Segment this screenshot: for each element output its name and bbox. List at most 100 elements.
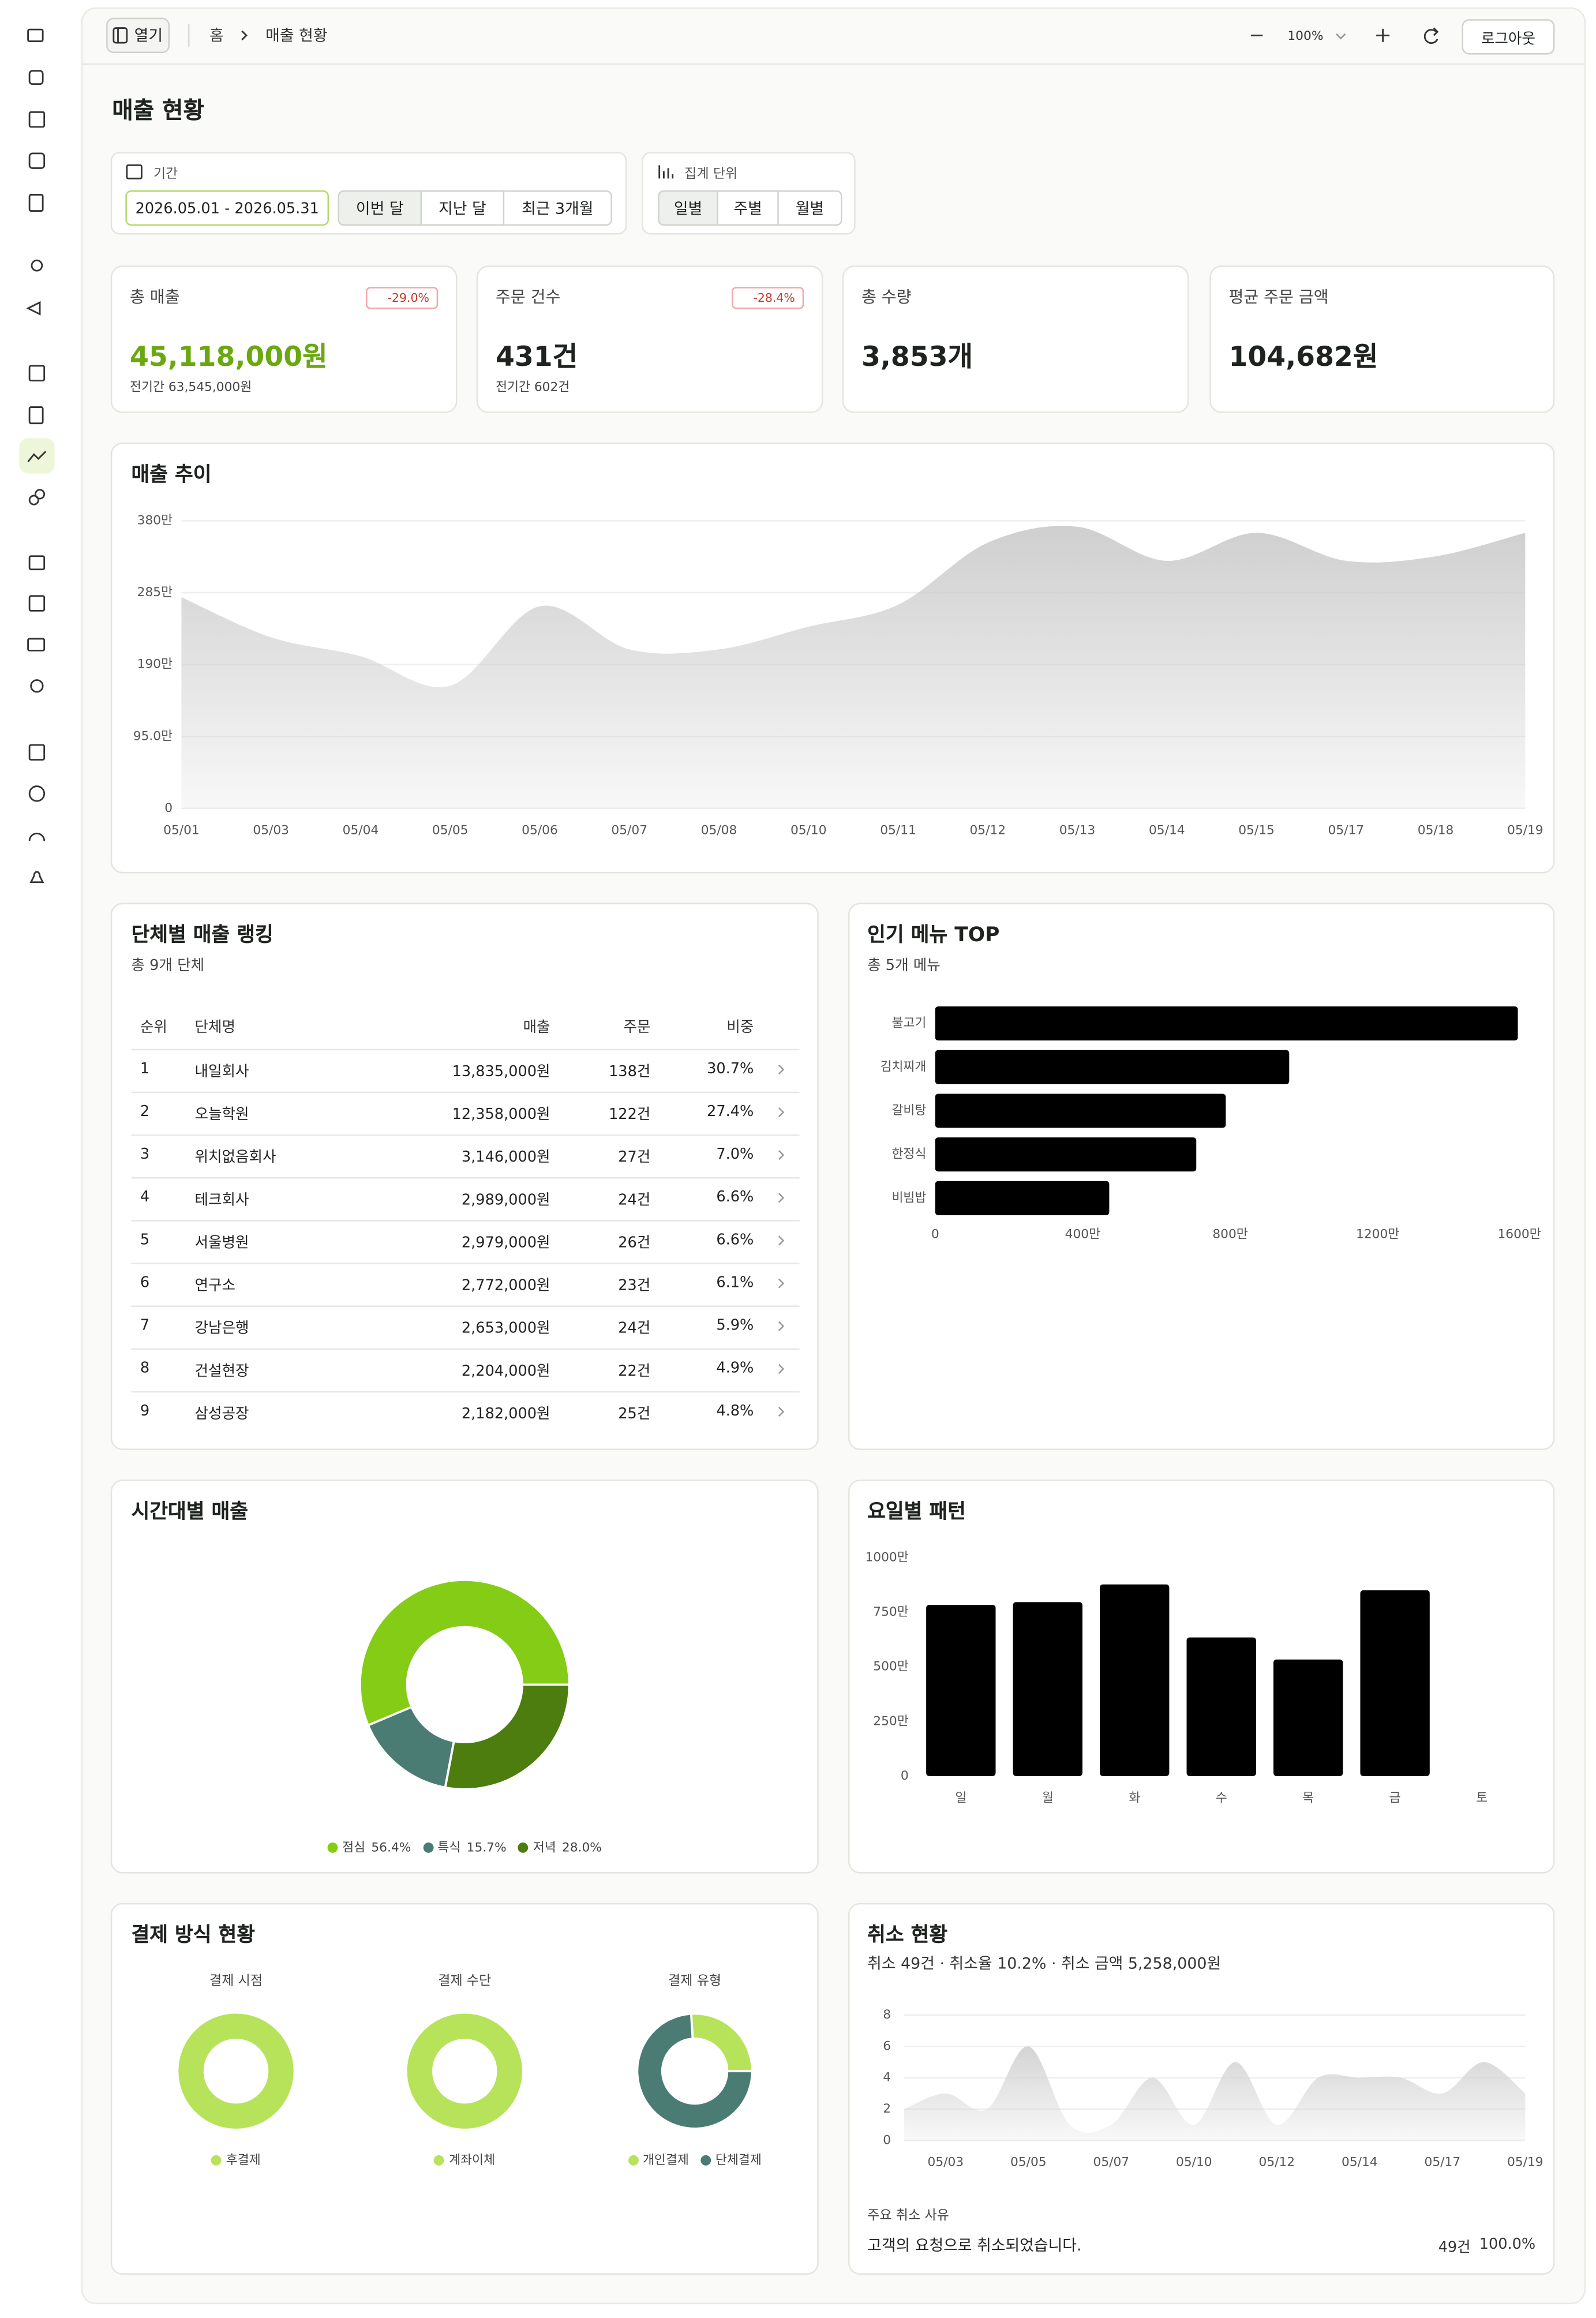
table-cell: 25건 <box>618 1406 651 1423</box>
x-tick-label: 05/10 <box>1176 2155 1212 2170</box>
legend: 점심 56.4% 특식 15.7% 저녁 28.0% <box>287 1838 642 1856</box>
table-cell: 1 <box>140 1061 150 1078</box>
table-cell[interactable]: 삼성공장 <box>194 1406 249 1423</box>
x-tick-label: 05/15 <box>1238 823 1275 837</box>
table-cell[interactable]: 내일회사 <box>194 1064 249 1081</box>
y-tick-label: 380만 <box>137 513 173 527</box>
bar <box>1273 1659 1343 1776</box>
card-subtitle: 취소 49건 · 취소율 10.2% · 취소 금액 5,258,000원 <box>867 1955 1222 1974</box>
toggle-button[interactable]: 주별 <box>718 190 779 226</box>
card-title: 취소 현황 <box>867 1923 948 1948</box>
logout-label[interactable]: 로그아웃 <box>1481 31 1535 47</box>
table-cell[interactable]: 테크회사 <box>194 1192 249 1209</box>
table-header: 비중 <box>726 1020 754 1036</box>
row-divider <box>131 1048 800 1051</box>
table-cell: 2,989,000원 <box>461 1192 550 1209</box>
y-tick-label: 0 <box>164 801 173 815</box>
sidebar-active[interactable] <box>19 438 55 474</box>
topbar-icons <box>113 23 1439 179</box>
legend-label: 단체결제 <box>715 2154 762 2169</box>
x-tick-label: 1200만 <box>1356 1227 1399 1242</box>
legend: 후결제 <box>59 2151 413 2169</box>
table-cell[interactable]: 연구소 <box>194 1278 236 1295</box>
bar <box>1013 1602 1082 1776</box>
kpi-previous: 전기간 63,545,000원 <box>129 380 252 396</box>
bar <box>935 1050 1290 1084</box>
x-tick-label: 금 <box>1389 1791 1401 1805</box>
row-chevron <box>778 1321 785 1331</box>
legend-swatch <box>327 1842 338 1853</box>
y-tick-label: 2 <box>883 2102 891 2116</box>
legend-swatch <box>628 2155 639 2166</box>
breadcrumb-item[interactable]: 홈 <box>209 27 224 45</box>
y-tick-label: 4 <box>883 2070 891 2085</box>
pie-slice <box>178 2013 294 2129</box>
y-tick-label: 6 <box>883 2039 891 2053</box>
legend-item: 저녁 28.0% <box>518 1838 602 1856</box>
x-tick-label: 05/10 <box>790 823 827 837</box>
payment-card <box>110 1903 819 2275</box>
y-tick-label: 0 <box>883 2133 891 2147</box>
card-subtitle: 총 5개 메뉴 <box>867 958 941 975</box>
x-tick-label: 05/01 <box>163 823 200 837</box>
sidebar-icons <box>26 28 47 883</box>
table-header: 매출 <box>523 1020 550 1036</box>
legend-swatch <box>434 2155 445 2166</box>
table-cell[interactable]: 강남은행 <box>194 1321 249 1338</box>
x-tick-label: 05/07 <box>611 823 647 837</box>
date-input[interactable] <box>125 190 329 226</box>
x-tick-label: 05/17 <box>1328 823 1365 837</box>
table-cell[interactable]: 오늘학원 <box>194 1107 249 1124</box>
row-chevron <box>778 1193 785 1203</box>
legend-item: 특식 15.7% <box>422 1838 507 1856</box>
row-chevron <box>778 1064 785 1074</box>
table-header: 주문 <box>623 1020 651 1036</box>
y-tick-label: 8 <box>883 2008 891 2022</box>
kpi-change: -29.0% <box>365 286 439 309</box>
x-tick-label: 일 <box>955 1791 966 1805</box>
table-header: 순위 <box>140 1020 167 1036</box>
reason-share: 100.0% <box>1479 2237 1536 2253</box>
row-chevron <box>778 1406 785 1417</box>
table-cell[interactable]: 위치없음회사 <box>194 1149 276 1166</box>
table-cell: 22건 <box>618 1364 651 1380</box>
card-title: 매출 추이 <box>131 463 212 487</box>
table-cell: 2 <box>140 1104 150 1121</box>
table-cell: 5 <box>140 1232 150 1249</box>
row-divider <box>131 1390 800 1392</box>
toggle-button[interactable]: 일별 <box>658 190 718 226</box>
x-tick-label: 05/11 <box>880 823 916 837</box>
y-tick-label: 190만 <box>137 657 173 672</box>
table-cell: 2,204,000원 <box>461 1364 550 1380</box>
pie-slice <box>690 2012 754 2073</box>
chart-subtitle: 결제 유형 <box>668 1974 722 1990</box>
toggle-button[interactable]: 지난 달 <box>422 190 505 226</box>
table-cell[interactable]: 서울병원 <box>194 1235 249 1252</box>
x-tick-label: 05/05 <box>1010 2155 1047 2170</box>
row-chevron <box>778 1235 785 1246</box>
toggle-button[interactable]: 월별 <box>778 190 842 226</box>
x-tick-label: 05/14 <box>1342 2155 1378 2170</box>
bar <box>926 1605 996 1776</box>
table-cell: 122건 <box>609 1107 651 1124</box>
table-cell[interactable]: 건설현장 <box>194 1364 249 1380</box>
legend: 개인결제 단체결제 <box>518 2151 872 2169</box>
kpi-value: 431건 <box>495 342 578 373</box>
row-divider <box>131 1305 800 1306</box>
toggle-button[interactable]: 이번 달 <box>338 190 422 226</box>
logout-button[interactable] <box>1462 19 1555 55</box>
kpi-previous: 전기간 602건 <box>495 380 570 396</box>
reason-text: 고객의 요청으로 취소되었습니다. <box>867 2237 1082 2255</box>
toggle-button[interactable]: 최근 3개월 <box>504 190 612 226</box>
x-tick-label: 월 <box>1042 1791 1054 1805</box>
bar <box>935 1181 1110 1215</box>
legend-item: 후결제 <box>211 2151 261 2169</box>
table-cell: 6.6% <box>716 1189 754 1206</box>
area <box>904 2046 1526 2141</box>
x-tick-label: 수 <box>1216 1791 1227 1805</box>
legend-label: 개인결제 <box>642 2154 689 2169</box>
open-button[interactable] <box>106 17 170 54</box>
legend-item: 계좌이체 <box>434 2151 495 2169</box>
